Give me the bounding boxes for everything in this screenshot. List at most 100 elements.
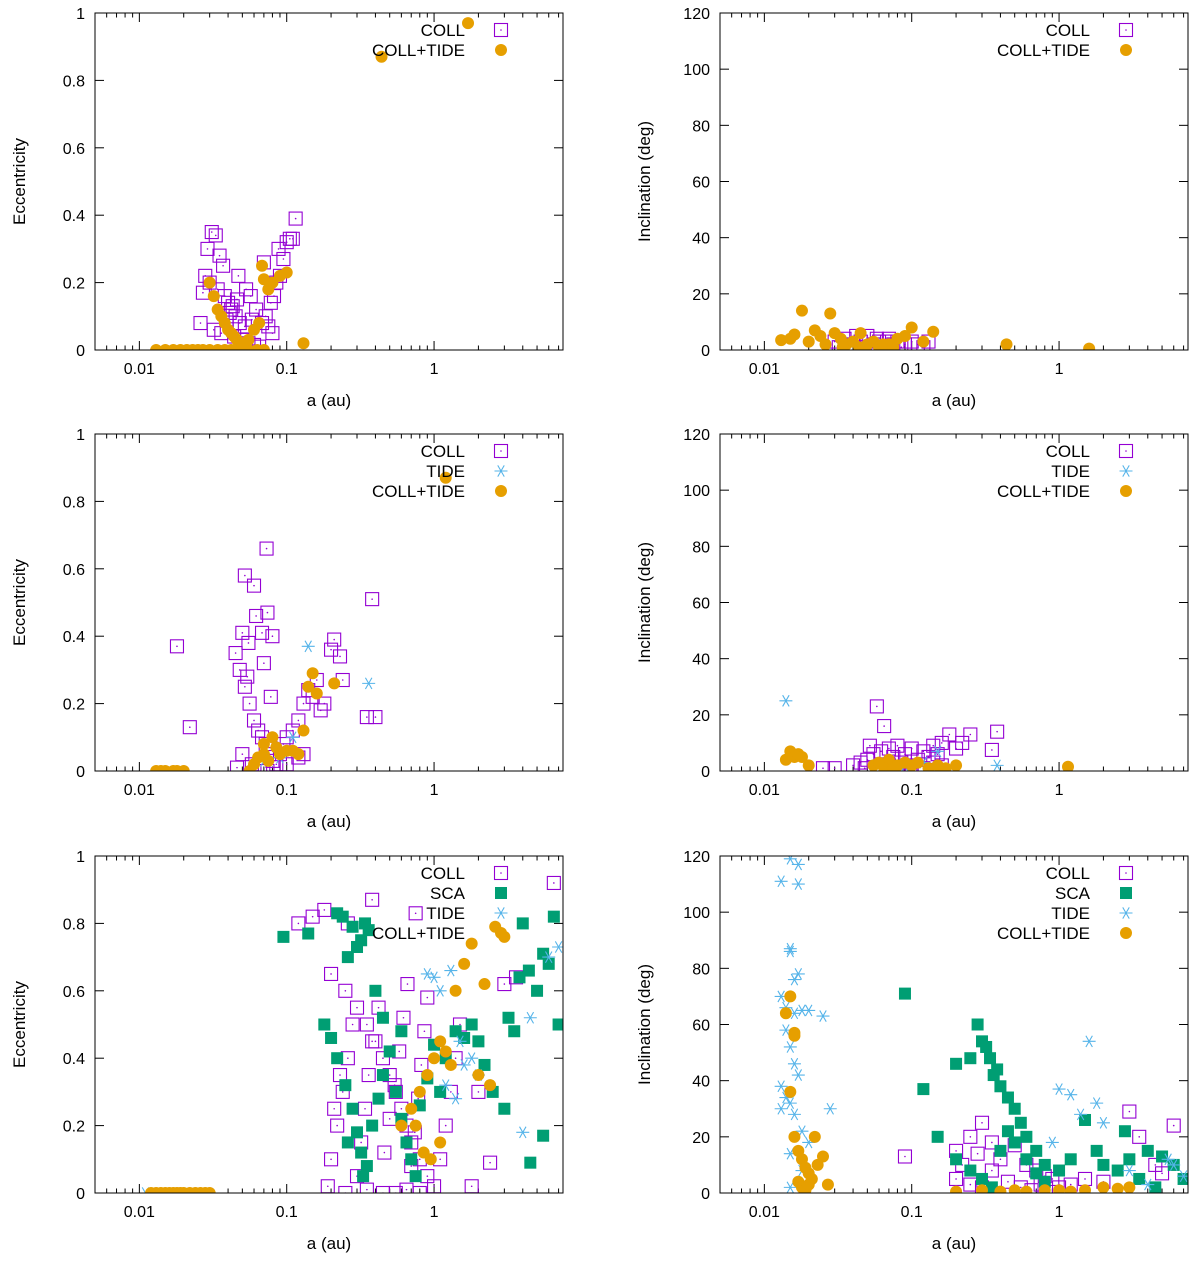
coll-point <box>327 1101 342 1116</box>
coll-tide-point <box>434 1136 447 1149</box>
coll-point <box>377 1145 392 1160</box>
coll-tide-point <box>887 341 900 350</box>
coll-point <box>340 1051 355 1066</box>
legend-marker <box>494 465 508 477</box>
tide-point <box>783 942 797 955</box>
coll-tide-point <box>462 17 475 30</box>
tide-point <box>787 1108 801 1121</box>
coll-tide-point <box>1008 1184 1021 1193</box>
y-tick-label: 0.4 <box>63 1051 85 1068</box>
coll-tide-point <box>788 1130 801 1143</box>
sca-point <box>465 1018 478 1031</box>
coll-point <box>414 1057 429 1072</box>
coll-point <box>400 977 415 992</box>
coll-tide-point <box>458 957 471 970</box>
y-tick-label: 80 <box>692 539 710 556</box>
coll-point <box>984 1163 999 1178</box>
coll-point <box>324 966 339 982</box>
y-tick-label: 100 <box>683 483 710 500</box>
sca-point <box>513 971 526 984</box>
coll-tide-point <box>898 329 911 342</box>
y-tick-label: 0.6 <box>63 141 85 158</box>
y-tick-label: 1 <box>76 427 85 444</box>
coll-point <box>974 1115 990 1130</box>
coll-point <box>483 1155 498 1170</box>
x-axis-label: a (au) <box>307 391 351 410</box>
coll-tide-point <box>375 50 388 63</box>
x-tick-label: 1 <box>1055 782 1064 799</box>
coll-point <box>169 639 185 654</box>
coll-tide-point <box>280 266 293 279</box>
x-axis-label: a (au) <box>307 1234 351 1253</box>
scatter-panel-3: 0.01 0.1 1 0 0.2 0.4 0.6 0.8 1 a (au) Eccentricity… <box>10 427 564 831</box>
coll-tide-point <box>328 677 341 690</box>
sca-point <box>366 1119 379 1132</box>
tide-point <box>516 1126 530 1139</box>
scatter-panel-2: 0.01 0.1 1 0 20 40 60 80 100 120 a (au) Inclination… <box>635 6 1189 410</box>
tide-point <box>774 1080 788 1093</box>
coll-point <box>949 1171 964 1187</box>
legend-entry: COLL <box>1046 864 1090 883</box>
legend-entry: SCA <box>430 884 466 903</box>
coll-point <box>228 645 243 661</box>
legend-entry: COLL+TIDE <box>372 482 465 501</box>
coll-tide-point <box>472 1069 485 1082</box>
tide-point <box>816 1010 830 1022</box>
coll-point <box>305 909 320 924</box>
coll-point <box>330 1118 345 1133</box>
x-tick-label: 0.01 <box>749 782 780 799</box>
coll-point <box>365 892 380 907</box>
tide-point <box>301 640 315 653</box>
coll-point <box>276 251 291 267</box>
legend-entry: TIDE <box>426 462 465 481</box>
coll-tide-point <box>203 1187 216 1193</box>
coll-point <box>1132 1129 1147 1144</box>
coll-tide-point <box>1000 338 1013 350</box>
coll-point <box>231 268 246 283</box>
tide-point <box>783 945 797 958</box>
tide-point <box>1167 1159 1181 1171</box>
coll-point <box>241 635 256 650</box>
x-tick-label: 0.01 <box>749 1204 780 1221</box>
coll-point <box>1077 1171 1093 1187</box>
tide-point <box>1064 1088 1078 1101</box>
y-tick-label: 120 <box>683 427 710 444</box>
legend-entry: COLL+TIDE <box>997 924 1090 943</box>
sca-point <box>1118 1125 1131 1138</box>
coll-tide-point <box>802 759 815 771</box>
coll-point <box>246 578 262 593</box>
data-points <box>150 17 475 350</box>
legend-marker <box>493 22 509 38</box>
sca-point <box>994 1080 1007 1093</box>
coll-tide-point <box>434 1035 447 1048</box>
plot-frame <box>94 855 564 1194</box>
data-points <box>774 856 1188 1193</box>
sca-point <box>502 1011 515 1024</box>
coll-point <box>237 679 252 694</box>
coll-point <box>324 1152 339 1167</box>
sca-point <box>991 1063 1004 1076</box>
sca-point <box>524 1156 537 1169</box>
sca-point <box>409 1170 422 1183</box>
sca-point <box>318 1018 331 1031</box>
sca-point <box>1090 1144 1103 1157</box>
coll-point <box>361 1068 376 1083</box>
sca-point <box>1038 1175 1051 1188</box>
tide-point <box>774 875 788 888</box>
tide-point <box>931 745 945 758</box>
coll-point <box>368 710 383 725</box>
y-axis-label: Inclination (deg) <box>635 121 654 242</box>
tide-point <box>1141 1178 1155 1191</box>
coll-tide-point <box>784 1085 797 1098</box>
data-points <box>779 694 1075 771</box>
sca-point <box>372 1092 385 1105</box>
scatter-panel-6: 0.01 0.1 1 0 20 40 60 80 100 120 a (au) Inclination… <box>635 849 1189 1253</box>
coll-point <box>212 248 227 263</box>
tide-point <box>449 1092 463 1105</box>
sca-point <box>985 1181 998 1193</box>
sca-point <box>516 917 529 930</box>
coll-point <box>955 735 970 750</box>
coll-tide-point <box>788 1029 801 1042</box>
sca-point <box>1030 1144 1043 1157</box>
